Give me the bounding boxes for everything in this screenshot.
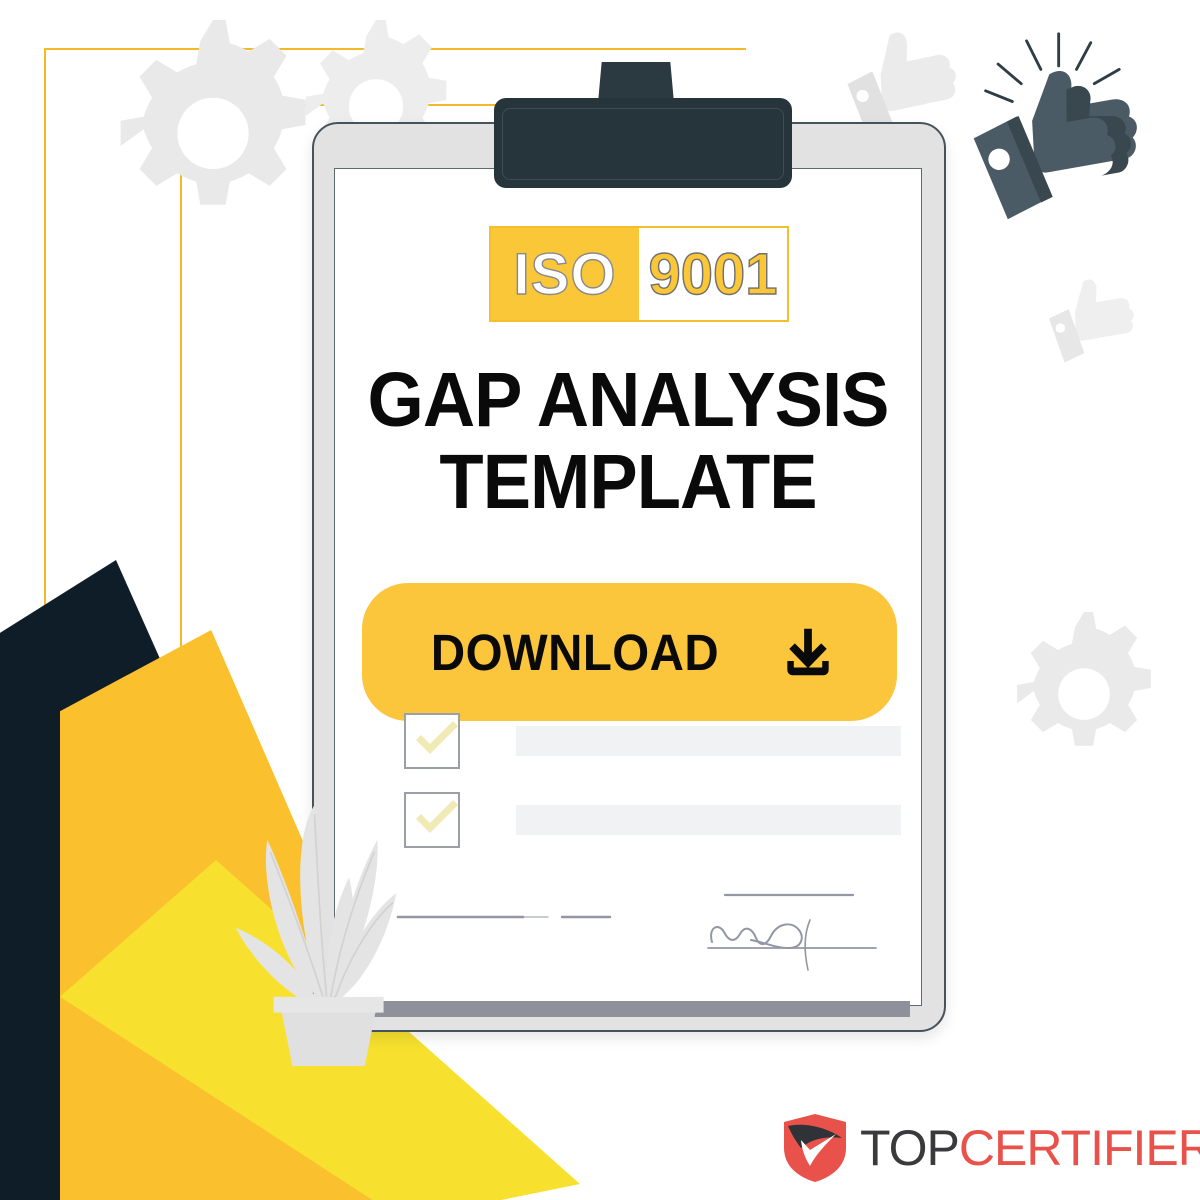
list-item-placeholder-bar <box>516 805 901 835</box>
signature-scribble-icon <box>710 923 803 950</box>
check-mark-icon <box>416 721 458 754</box>
check-mark-icon <box>416 800 458 833</box>
iso-badge: ISO 9001 <box>489 226 789 322</box>
brand-logo-text: TOPCERTIFIER <box>860 1123 1200 1173</box>
page-title: GAP ANALYSIS TEMPLATE <box>334 357 922 525</box>
page-title-line-2: TEMPLATE <box>439 438 817 525</box>
signature-block <box>396 893 877 971</box>
download-button[interactable]: DOWNLOAD <box>362 583 897 721</box>
download-button-label: DOWNLOAD <box>430 623 719 681</box>
page-title-line-1: GAP ANALYSIS <box>367 357 889 443</box>
download-arrow-icon <box>787 628 830 676</box>
list-item-placeholder-bar <box>516 726 901 756</box>
potted-plant-icon <box>235 805 397 1066</box>
checkbox[interactable] <box>404 713 460 769</box>
shield-check-icon <box>784 1114 846 1182</box>
brand-logo-top: TOP <box>860 1120 960 1176</box>
iso-badge-number-box: 9001 <box>639 228 787 320</box>
thumbs-up-icon <box>1048 279 1134 363</box>
iso-badge-number: 9001 <box>648 241 778 307</box>
thumbs-up-icon <box>973 32 1137 220</box>
iso-badge-prefix: ISO <box>513 241 617 307</box>
iso-badge-prefix-box: ISO <box>491 228 639 320</box>
checkbox[interactable] <box>404 792 460 848</box>
brand-logo: TOPCERTIFIER <box>780 1112 1200 1184</box>
list-item[interactable] <box>404 792 901 848</box>
list-item[interactable] <box>404 713 901 769</box>
page-shadow <box>350 1001 910 1017</box>
gear-icon <box>1017 612 1151 746</box>
clipboard-clip <box>494 98 792 188</box>
brand-logo-certifier: CERTIFIER <box>958 1120 1200 1176</box>
gear-icon <box>120 20 306 205</box>
